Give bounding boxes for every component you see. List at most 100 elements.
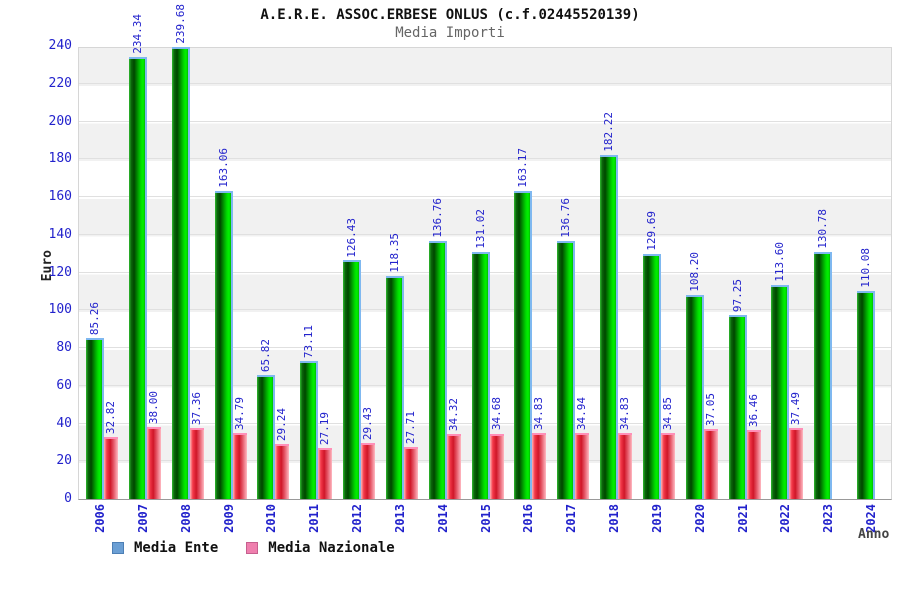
value-label-bar-media-ente-2022: 113.60 xyxy=(773,241,787,282)
bar-media-nazionale-2008 xyxy=(189,428,204,499)
value-label-bar-media-ente-2024: 110.08 xyxy=(859,248,873,289)
x-tick-2015: 2015 xyxy=(478,504,493,533)
bar-media-nazionale-2018 xyxy=(618,433,633,499)
y-tick-40: 40 xyxy=(56,415,72,431)
gridline-180 xyxy=(79,158,891,160)
bar-media-nazionale-2009 xyxy=(232,433,247,499)
y-tick-120: 120 xyxy=(48,264,72,280)
year-slot-2008: 239.68 37.36 xyxy=(165,4,208,499)
x-tick-2012: 2012 xyxy=(350,504,365,533)
bar-media-nazionale-2013 xyxy=(403,446,418,499)
year-slot-2007: 234.34 38.00 xyxy=(122,14,165,499)
year-slot-2019: 129.69 34.85 xyxy=(636,48,679,499)
x-tick-2021: 2021 xyxy=(735,504,750,533)
gridline-220 xyxy=(79,82,891,84)
value-label-bar-media-nazionale-2008: 37.36 xyxy=(189,392,203,426)
bar-media-nazionale-2017 xyxy=(575,433,590,499)
bar-media-ente-2015 xyxy=(471,251,490,499)
bar-media-ente-2020 xyxy=(685,294,704,499)
value-label-bar-media-ente-2016: 163.17 xyxy=(516,148,530,189)
year-slot-2014: 136.76 34.32 xyxy=(422,48,465,499)
x-axis-title: Anno xyxy=(858,527,890,542)
y-tick-220: 220 xyxy=(48,75,72,91)
value-label-bar-media-ente-2009: 163.06 xyxy=(216,148,230,189)
value-label-bar-media-nazionale-2012: 29.43 xyxy=(361,407,375,441)
value-label-bar-media-nazionale-2014: 34.32 xyxy=(446,398,460,432)
bar-media-ente-2014 xyxy=(428,240,447,499)
x-tick-2016: 2016 xyxy=(521,504,536,533)
legend-item-media-ente: Media Ente xyxy=(112,540,218,556)
y-tick-200: 200 xyxy=(48,113,72,129)
x-tick-2007: 2007 xyxy=(135,504,150,533)
value-label-bar-media-nazionale-2015: 34.68 xyxy=(489,397,503,431)
y-tick-180: 180 xyxy=(48,151,72,167)
y-tick-0: 0 xyxy=(64,491,72,506)
y-tick-20: 20 xyxy=(56,453,72,469)
value-label-bar-media-ente-2023: 130.78 xyxy=(816,209,830,250)
value-label-bar-media-nazionale-2007: 38.00 xyxy=(146,391,160,425)
bar-media-ente-2007 xyxy=(128,56,147,499)
value-label-bar-media-ente-2008: 239.68 xyxy=(173,3,187,44)
gridline-140 xyxy=(79,233,891,235)
value-label-bar-media-nazionale-2021: 36.46 xyxy=(746,394,760,428)
value-label-bar-media-nazionale-2006: 32.82 xyxy=(104,400,117,435)
bar-media-nazionale-2010 xyxy=(275,443,290,499)
value-label-bar-media-nazionale-2020: 37.05 xyxy=(703,392,717,427)
bar-media-ente-2024 xyxy=(857,291,876,499)
x-tick-2022: 2022 xyxy=(778,504,793,533)
y-tick-140: 140 xyxy=(48,226,72,242)
bar-media-ente-2006 xyxy=(86,338,104,499)
bar-media-ente-2011 xyxy=(300,361,319,499)
year-slot-2018: 182.22 34.83 xyxy=(593,48,636,499)
value-label-bar-media-nazionale-2010: 29.24 xyxy=(275,407,289,441)
bar-media-nazionale-2012 xyxy=(361,443,376,499)
chart-title: A.E.R.E. ASSOC.ERBESE ONLUS (c.f.0244552… xyxy=(260,7,640,23)
value-label-bar-media-nazionale-2016: 34.83 xyxy=(532,397,546,431)
value-label-bar-media-ente-2011: 73.11 xyxy=(302,324,316,359)
year-slot-2011: 73.11 27.19 xyxy=(293,48,336,499)
bar-media-ente-2017 xyxy=(557,240,576,499)
bar-media-nazionale-2007 xyxy=(146,427,161,499)
x-tick-2017: 2017 xyxy=(564,504,579,533)
year-slot-2006: 85.26 32.82 xyxy=(79,48,122,499)
value-label-bar-media-nazionale-2022: 37.49 xyxy=(789,392,803,426)
year-slot-2017: 136.76 34.94 xyxy=(550,48,593,499)
year-slot-2021: 97.25 36.46 xyxy=(722,48,765,499)
bar-media-ente-2018 xyxy=(600,155,619,499)
bar-media-ente-2021 xyxy=(728,315,747,499)
value-label-bar-media-nazionale-2009: 34.79 xyxy=(232,397,246,431)
x-tick-2010: 2010 xyxy=(264,504,279,533)
bar-media-nazionale-2021 xyxy=(746,430,761,499)
y-tick-100: 100 xyxy=(48,302,72,318)
value-label-bar-media-ente-2021: 97.25 xyxy=(730,279,744,313)
x-tick-2013: 2013 xyxy=(392,504,407,533)
year-slot-2023: 130.78 xyxy=(807,48,850,499)
bar-media-nazionale-2020 xyxy=(703,429,718,499)
bar-media-ente-2009 xyxy=(214,191,233,499)
value-label-bar-media-ente-2019: 129.69 xyxy=(644,211,658,252)
y-tick-160: 160 xyxy=(48,189,72,204)
bar-media-nazionale-2022 xyxy=(789,428,804,499)
legend-label-media-ente: Media Ente xyxy=(134,540,219,556)
year-slot-2016: 163.17 34.83 xyxy=(507,48,550,499)
bar-media-ente-2008 xyxy=(171,46,190,499)
year-slot-2022: 113.60 37.49 xyxy=(764,48,807,499)
value-label-bar-media-nazionale-2017: 34.94 xyxy=(575,396,589,431)
bar-media-nazionale-2015 xyxy=(489,433,504,499)
x-tick-2009: 2009 xyxy=(221,504,236,533)
bar-media-nazionale-2016 xyxy=(532,433,547,499)
value-label-bar-media-ente-2010: 65.82 xyxy=(259,338,273,372)
value-label-bar-media-ente-2006: 85.26 xyxy=(88,301,101,336)
year-slot-2020: 108.20 37.05 xyxy=(679,48,722,499)
value-label-bar-media-ente-2012: 126.43 xyxy=(345,217,359,258)
value-label-bar-media-ente-2007: 234.34 xyxy=(130,13,144,54)
bar-media-nazionale-2006 xyxy=(104,437,118,499)
bar-media-ente-2019 xyxy=(642,254,661,499)
x-tick-2023: 2023 xyxy=(821,504,836,533)
bar-media-ente-2013 xyxy=(385,275,404,499)
year-slot-2010: 65.82 29.24 xyxy=(250,48,293,499)
bar-media-nazionale-2014 xyxy=(446,434,461,499)
x-tick-2014: 2014 xyxy=(435,504,450,533)
value-label-bar-media-nazionale-2011: 27.19 xyxy=(318,411,332,445)
